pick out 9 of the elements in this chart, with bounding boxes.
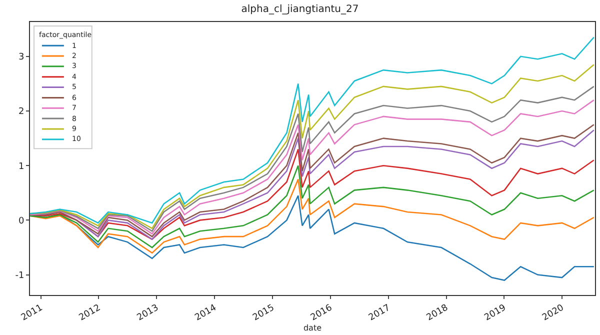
y-tick-label: 2	[18, 107, 24, 118]
y-tick-label: 0	[18, 216, 24, 226]
y-tick-label: 1	[18, 162, 24, 172]
chart-title: alpha_cl_jiangtiantu_27	[241, 4, 359, 16]
line-series	[30, 164, 595, 248]
x-axis-title: date	[303, 323, 322, 332]
y-tick-label: 3	[18, 52, 24, 63]
line-series	[30, 178, 595, 254]
y-tick-label: -1	[15, 270, 24, 281]
